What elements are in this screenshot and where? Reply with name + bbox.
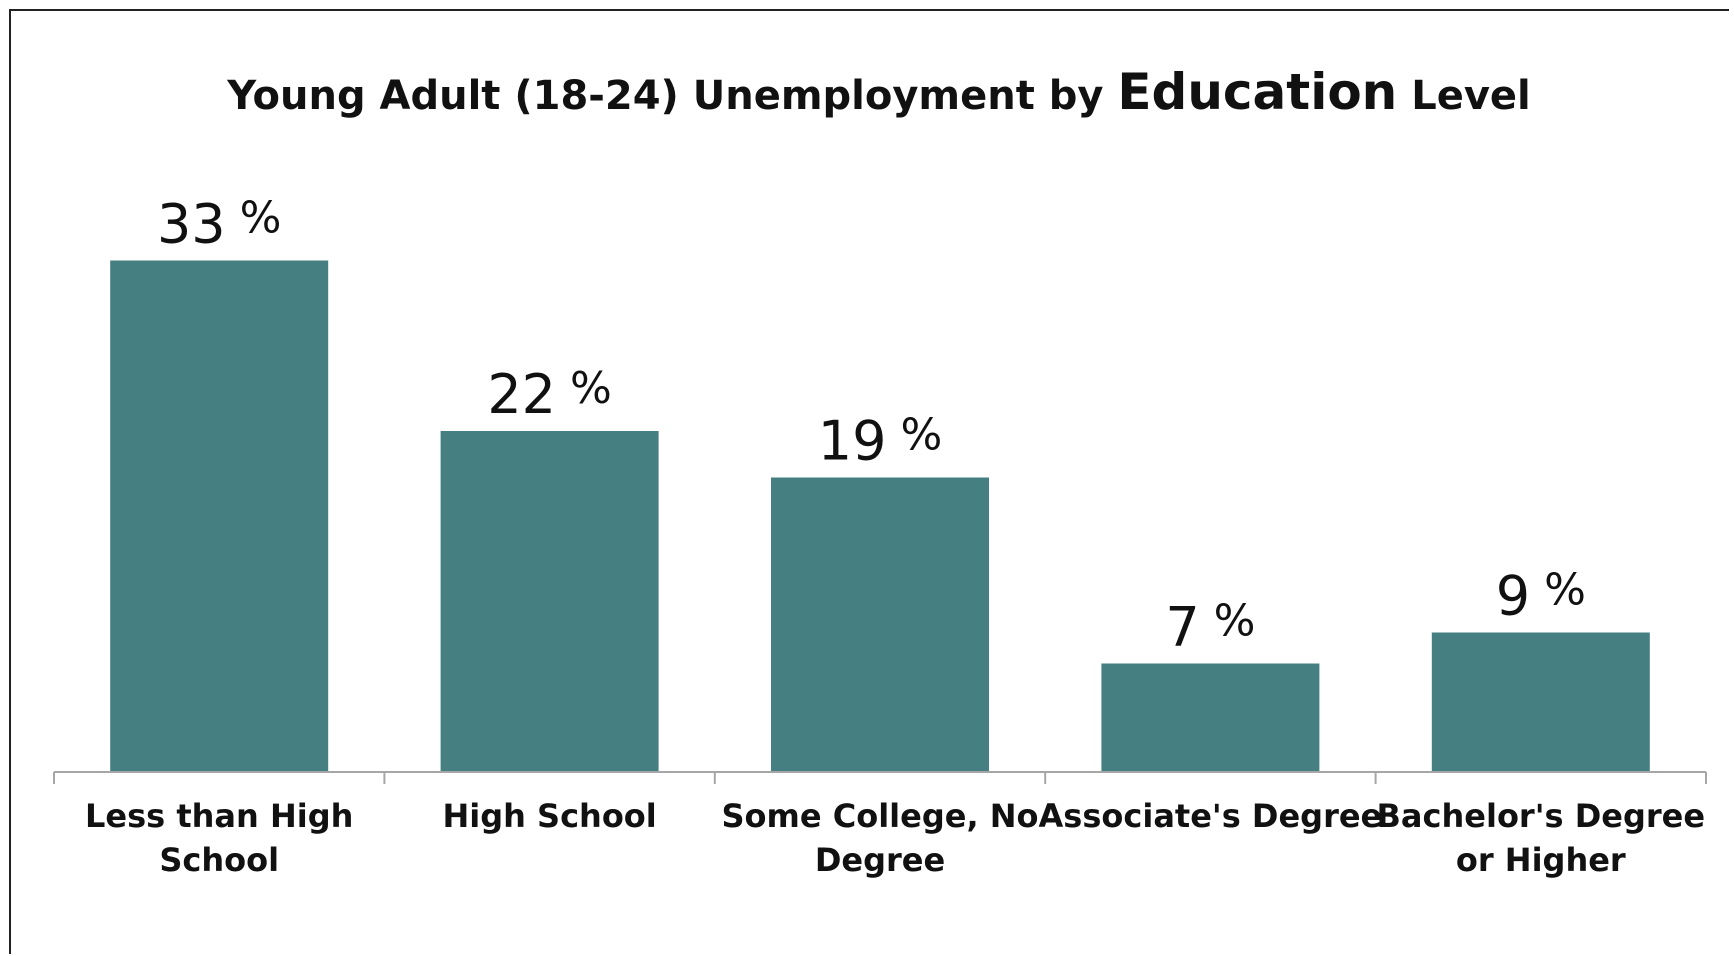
value-percent-sign: % <box>886 410 942 461</box>
value-label-5: 9 % <box>1496 565 1586 628</box>
value-label-2: 22 % <box>487 363 612 426</box>
value-number: 9 <box>1496 565 1530 628</box>
value-percent-sign: % <box>1200 596 1256 647</box>
bar-chart: Young Adult (18-24) Unemployment by Educ… <box>53 63 1707 879</box>
category-label-3: Some College, No Degree <box>722 797 1039 879</box>
category-label-line: School <box>159 841 279 879</box>
bar-1 <box>110 260 329 772</box>
category-label-1: Less than High School <box>85 797 353 879</box>
value-number: 19 <box>818 410 887 473</box>
bar-5 <box>1431 632 1650 772</box>
bar-2 <box>440 431 659 772</box>
value-label-4: 7 % <box>1165 596 1255 659</box>
chart-title-part-1: Young Adult (18-24) Unemployment by <box>226 73 1117 119</box>
category-label-line: Degree <box>815 841 945 879</box>
chart-title-part-2: Education <box>1117 63 1397 121</box>
chart-title-part-3: Level <box>1397 73 1530 119</box>
value-label-1: 33 % <box>157 193 282 256</box>
value-number: 7 <box>1165 596 1199 659</box>
value-percent-sign: % <box>556 363 612 414</box>
category-label-line: Associate's Degree <box>1039 797 1383 835</box>
value-number: 22 <box>487 363 556 426</box>
value-label-3: 19 % <box>818 410 943 473</box>
category-label-line: Less than High <box>85 797 353 835</box>
category-label-4: Associate's Degree <box>1039 797 1383 835</box>
category-label-line: or Higher <box>1456 841 1626 879</box>
category-labels: Less than High School High School Some Coll… <box>85 797 1705 879</box>
value-percent-sign: % <box>1530 565 1586 616</box>
category-label-5: Bachelor's Degree or Higher <box>1377 797 1706 879</box>
x-axis <box>53 771 1707 784</box>
value-labels: 33 %22 %19 %7 % 9 % <box>157 193 1586 659</box>
bar-4 <box>1101 663 1320 772</box>
bar-3 <box>771 477 989 772</box>
chart-frame: Young Adult (18-24) Unemployment by Educ… <box>9 9 1729 954</box>
value-number: 33 <box>157 193 226 256</box>
category-label-line: High School <box>442 797 656 835</box>
category-label-line: Some College, No <box>722 797 1039 835</box>
category-label-line: Bachelor's Degree <box>1377 797 1706 835</box>
bars-layer <box>110 260 1650 772</box>
value-percent-sign: % <box>226 193 282 244</box>
chart-title: Young Adult (18-24) Unemployment by Educ… <box>226 63 1531 121</box>
category-label-2: High School <box>442 797 656 835</box>
